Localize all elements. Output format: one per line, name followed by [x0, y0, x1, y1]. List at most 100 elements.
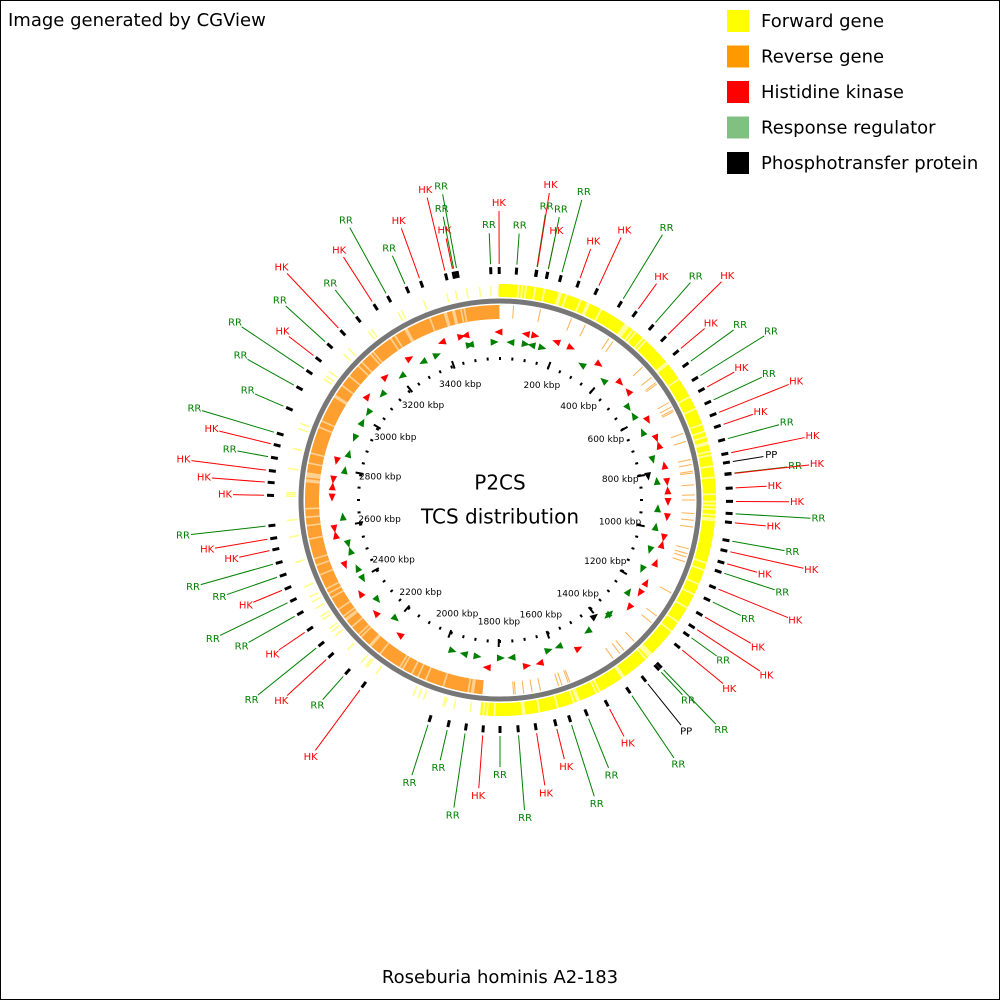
forward-gene — [586, 682, 594, 696]
reverse-gene — [354, 368, 367, 380]
forward-gene — [646, 638, 658, 650]
feature-label: HK — [224, 554, 239, 565]
feature-mark — [717, 559, 725, 565]
forward-gene — [548, 696, 554, 710]
reverse-gene — [566, 318, 572, 331]
minor-tick — [358, 474, 363, 477]
reverse-gene — [335, 392, 349, 403]
reverse-gene — [470, 678, 475, 694]
reverse-gene — [340, 385, 354, 396]
feature-mark — [514, 267, 519, 275]
forward-gene — [566, 690, 574, 704]
minor-tick — [462, 634, 465, 639]
reverse-gene — [344, 609, 358, 620]
feature-arrow — [653, 476, 661, 486]
reverse-gene — [311, 545, 326, 552]
reverse-gene — [450, 310, 456, 326]
forward-gene — [697, 452, 712, 458]
forward-gene — [523, 701, 528, 715]
feature-arrow — [521, 340, 530, 347]
forward-gene — [534, 287, 539, 301]
forward-gene — [652, 632, 664, 643]
feature-label: RR — [310, 701, 324, 712]
reverse-gene — [392, 651, 403, 665]
minor-tick — [398, 398, 402, 402]
forward-gene — [589, 306, 598, 319]
reverse-gene — [437, 671, 444, 686]
feature-mark — [552, 718, 558, 727]
forward-gene — [693, 558, 707, 565]
forward-gene — [676, 599, 689, 608]
reverse-gene — [373, 637, 385, 651]
minor-tick — [438, 626, 442, 631]
forward-gene — [673, 387, 686, 397]
reverse-gene — [372, 636, 384, 649]
forward-gene — [701, 521, 715, 526]
reverse-gene — [346, 377, 360, 389]
reverse-gene — [306, 473, 321, 478]
reverse-gene — [313, 553, 328, 560]
forward-gene — [611, 668, 621, 681]
forward-gene — [632, 652, 643, 664]
reverse-gene — [371, 352, 383, 365]
reverse-gene — [443, 312, 450, 327]
leader-line — [253, 589, 283, 603]
legend-label: Histidine kinase — [761, 82, 904, 103]
reverse-gene — [332, 398, 346, 408]
feature-arrow — [578, 362, 587, 370]
reverse-gene — [645, 382, 657, 391]
forward-gene — [528, 286, 534, 300]
feature-arrow — [625, 388, 634, 397]
reverse-gene — [316, 562, 331, 570]
reverse-gene — [450, 674, 456, 690]
reverse-gene — [309, 539, 324, 545]
reverse-gene — [466, 678, 472, 693]
feature-arrow — [344, 449, 352, 459]
forward-gene — [662, 370, 675, 381]
feature-arrow — [651, 522, 659, 532]
forward-gene — [696, 444, 710, 451]
feature-label: RR — [590, 799, 604, 810]
reverse-gene — [390, 649, 400, 663]
forward-gene — [559, 693, 567, 707]
reverse-gene — [355, 621, 368, 633]
feature-mark — [427, 714, 433, 723]
leader-line — [442, 194, 457, 269]
forward-gene — [696, 548, 710, 554]
forward-gene — [679, 399, 693, 408]
reverse-gene — [471, 679, 476, 694]
forward-gene — [544, 697, 550, 711]
forward-gene — [628, 332, 639, 345]
forward-gene — [548, 290, 554, 304]
forward-gene — [595, 677, 605, 691]
reverse-gene — [473, 679, 478, 694]
forward-gene — [606, 316, 616, 329]
forward-gene — [322, 613, 332, 621]
reverse-gene — [319, 424, 334, 432]
minor-tick — [569, 375, 573, 380]
reverse-gene — [465, 678, 470, 693]
feature-arrow — [642, 415, 650, 424]
forward-gene — [556, 694, 563, 708]
reverse-gene — [314, 556, 329, 563]
feature-label: RR — [245, 695, 259, 706]
reverse-gene — [322, 575, 337, 584]
forward-gene — [684, 583, 698, 591]
feature-label: HK — [200, 544, 215, 555]
tick-label: 2400 kbp — [372, 555, 415, 565]
feature-mark — [544, 271, 550, 280]
tick-mark — [403, 604, 411, 613]
reverse-gene — [311, 446, 326, 453]
feature-arrow — [372, 594, 381, 604]
reverse-gene — [405, 658, 415, 672]
forward-gene — [375, 665, 383, 675]
forward-gene — [568, 296, 575, 310]
leader-line — [400, 228, 420, 279]
tick-label: 1200 kbp — [584, 557, 627, 567]
feature-arrow — [362, 393, 371, 402]
leader-line — [536, 733, 546, 786]
reverse-gene — [437, 314, 444, 329]
reverse-gene — [362, 360, 374, 372]
leader-line — [727, 563, 758, 573]
reverse-gene — [657, 402, 670, 410]
